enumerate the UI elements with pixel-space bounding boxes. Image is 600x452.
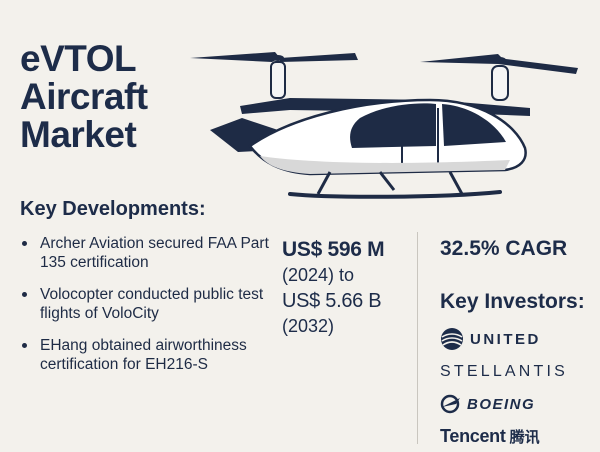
united-logo: UNITED bbox=[440, 327, 541, 351]
cagr-value: 32.5% CAGR bbox=[440, 237, 568, 260]
evtol-aircraft-illustration bbox=[190, 52, 578, 199]
boeing-logo: BOEING bbox=[440, 394, 535, 414]
united-globe-icon bbox=[441, 328, 463, 350]
page-title: eVTOL Aircraft Market bbox=[20, 38, 148, 156]
title-line-1: eVTOL bbox=[20, 38, 137, 79]
developments-list: Archer Aviation secured FAA Part 135 cer… bbox=[20, 234, 270, 387]
market-value-end: US$ 5.66 B bbox=[282, 290, 382, 312]
tencent-logo: Tencent 腾讯 bbox=[440, 426, 540, 446]
left-rotor-icon bbox=[190, 52, 358, 99]
right-rotor-icon bbox=[420, 54, 578, 101]
stellantis-logo: STELLANTIS bbox=[440, 363, 569, 380]
key-investors-heading: Key Investors: bbox=[440, 290, 585, 313]
key-developments-heading: Key Developments: bbox=[20, 198, 206, 220]
list-item: EHang obtained airworthiness certificati… bbox=[20, 336, 270, 374]
market-value-start: US$ 596 M bbox=[282, 238, 385, 261]
list-item: Volocopter conducted public test flights… bbox=[20, 285, 270, 323]
title-line-3: Market bbox=[20, 114, 137, 156]
vertical-divider bbox=[417, 232, 418, 444]
list-item: Archer Aviation secured FAA Part 135 cer… bbox=[20, 234, 270, 272]
boeing-emblem-icon bbox=[440, 394, 460, 414]
market-year-end: (2032) bbox=[282, 316, 335, 336]
title-line-2: Aircraft bbox=[20, 76, 148, 118]
market-size-block: US$ 596 M (2024) to US$ 5.66 B (2032) bbox=[282, 236, 422, 339]
market-year-start: (2024) to bbox=[282, 265, 355, 285]
